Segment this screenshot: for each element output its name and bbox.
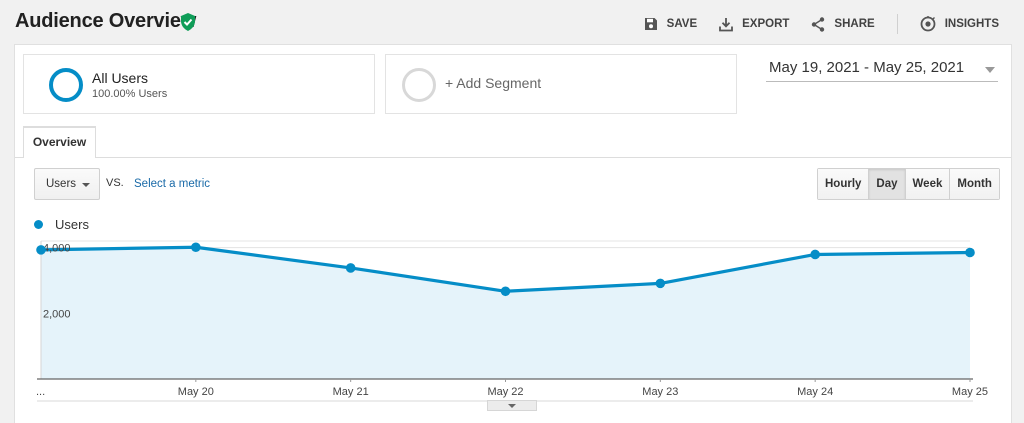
users-data-point <box>500 286 511 297</box>
date-range-picker[interactable]: May 19, 2021 - May 25, 2021 <box>766 57 998 82</box>
x-tick-label: May 20 <box>178 386 214 398</box>
empty-segment-ring-icon <box>402 68 436 102</box>
report-actions: SAVE EXPORT SHARE INSIGH <box>622 14 999 34</box>
users-data-point <box>191 242 201 253</box>
insights-label: INSIGHTS <box>944 18 999 30</box>
users-data-point <box>655 278 666 289</box>
actions-divider <box>896 14 898 34</box>
share-icon <box>812 16 825 32</box>
select-metric-link[interactable]: Select a metric <box>134 178 211 190</box>
share-button[interactable]: SHARE <box>811 16 875 32</box>
download-icon <box>719 17 734 31</box>
legend-swatch-users <box>34 220 43 229</box>
chevron-down-icon <box>82 183 90 187</box>
week-button[interactable]: Week <box>904 169 950 199</box>
header-bar: Audience Overview SAVE EXPORT <box>0 0 1024 44</box>
metric-dropdown-value: Users <box>46 178 77 190</box>
hourly-button[interactable]: Hourly <box>818 169 869 199</box>
users-data-point <box>36 245 46 255</box>
segment-ring-icon <box>49 68 83 102</box>
vs-label: VS. <box>106 177 124 189</box>
day-button[interactable]: Day <box>868 169 905 199</box>
metric-dropdown[interactable]: Users <box>34 168 100 200</box>
tab-divider <box>15 157 1011 158</box>
insights-icon <box>920 16 936 32</box>
segment-detail: 100.00% Users <box>92 88 168 100</box>
x-tick-label: May 23 <box>642 386 678 398</box>
export-label: EXPORT <box>742 18 790 30</box>
report-panel: All Users 100.00% Users + Add Segment Ma… <box>14 44 1012 423</box>
x-tick-label: May 21 <box>333 386 369 398</box>
page-title: Audience Overview <box>15 10 197 32</box>
tab-overview[interactable]: Overview <box>23 126 96 158</box>
add-segment-button[interactable]: + Add Segment <box>385 54 737 114</box>
chart-expand-toggle[interactable] <box>487 400 537 411</box>
date-range-label: May 19, 2021 - May 25, 2021 <box>769 59 965 76</box>
floppy-disk-icon <box>644 18 657 30</box>
granularity-toggle: Hourly Day Week Month <box>817 168 1000 200</box>
segment-all-users[interactable]: All Users 100.00% Users <box>23 54 375 114</box>
users-area <box>41 247 970 379</box>
add-segment-label: + Add Segment <box>445 75 542 91</box>
month-button[interactable]: Month <box>949 169 999 199</box>
chart-legend: Users <box>34 217 89 232</box>
legend-label-users: Users <box>55 217 89 232</box>
users-data-point <box>345 263 356 273</box>
share-label: SHARE <box>834 18 875 30</box>
y-tick-label: 4,000 <box>43 243 71 255</box>
save-button[interactable]: SAVE <box>644 17 697 31</box>
segment-name: All Users <box>92 70 149 86</box>
chevron-down-icon <box>508 404 516 408</box>
export-button[interactable]: EXPORT <box>719 17 789 32</box>
users-data-point <box>810 249 820 260</box>
insights-button[interactable]: INSIGHTS <box>920 16 999 32</box>
chevron-down-icon <box>985 67 995 73</box>
y-tick-label: 2,000 <box>43 308 71 320</box>
save-label: SAVE <box>666 18 698 30</box>
x-tick-label: May 22 <box>487 386 523 398</box>
verified-shield-icon <box>181 13 195 31</box>
users-series-line <box>40 245 971 293</box>
x-tick-label: May 24 <box>797 386 833 398</box>
users-data-point <box>965 247 975 258</box>
x-tick-label: ... <box>36 386 45 398</box>
x-tick-label: May 25 <box>952 386 988 398</box>
